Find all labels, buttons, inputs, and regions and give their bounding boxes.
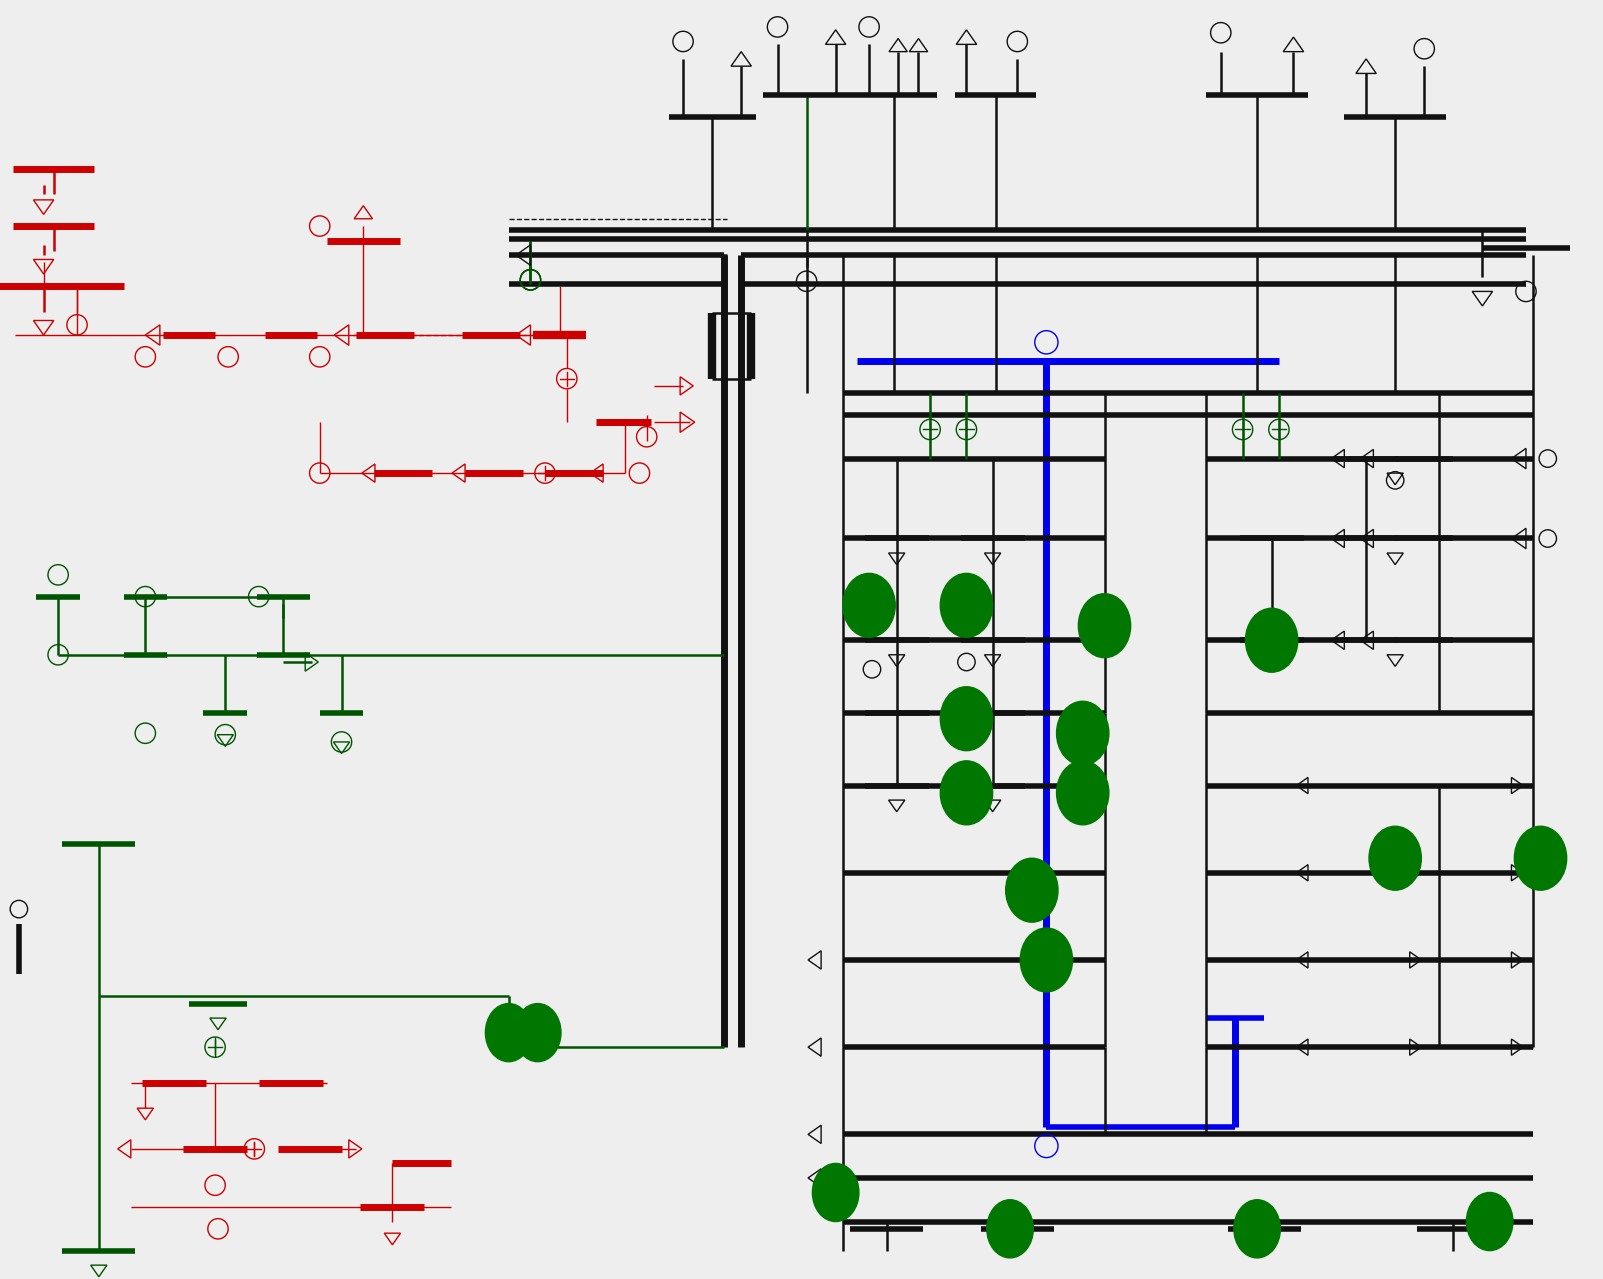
- Ellipse shape: [1369, 826, 1422, 890]
- Ellipse shape: [486, 1004, 532, 1062]
- Ellipse shape: [515, 1004, 561, 1062]
- Ellipse shape: [941, 761, 992, 825]
- Ellipse shape: [1234, 1200, 1281, 1257]
- Ellipse shape: [1056, 701, 1109, 765]
- Ellipse shape: [1020, 929, 1072, 993]
- Ellipse shape: [1515, 826, 1566, 890]
- Ellipse shape: [941, 687, 992, 751]
- Ellipse shape: [1467, 1192, 1513, 1251]
- Ellipse shape: [1005, 858, 1058, 922]
- Ellipse shape: [843, 573, 894, 637]
- Ellipse shape: [1056, 761, 1109, 825]
- Ellipse shape: [987, 1200, 1034, 1257]
- Ellipse shape: [813, 1164, 859, 1221]
- Ellipse shape: [1246, 609, 1298, 673]
- Ellipse shape: [941, 573, 992, 637]
- Ellipse shape: [1079, 593, 1130, 657]
